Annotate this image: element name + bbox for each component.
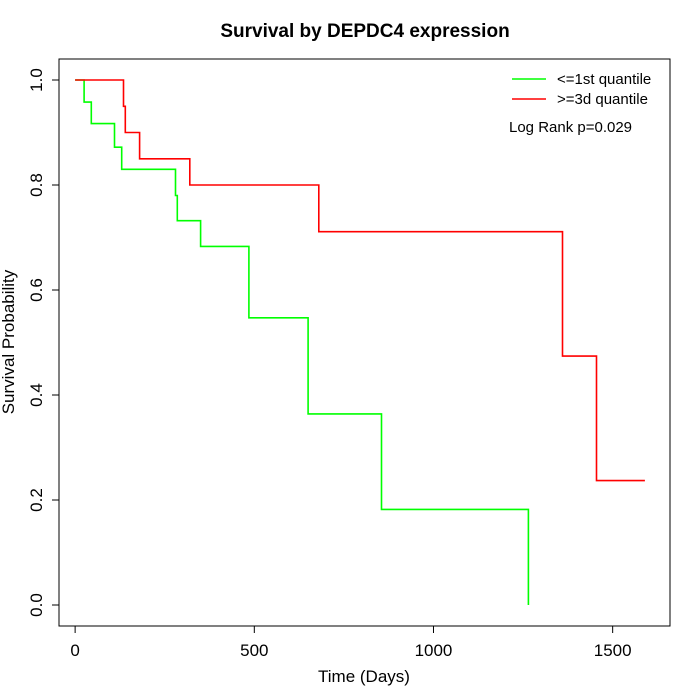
survival-curves (75, 79, 645, 605)
x-tick-label: 0 (70, 641, 79, 660)
y-tick-label: 0.4 (27, 383, 46, 407)
log-rank-annotation: Log Rank p=0.029 (509, 119, 632, 136)
y-tick-label: 0.6 (27, 278, 46, 302)
y-axis-label: Survival Probability (0, 269, 18, 414)
y-axis: 0.0 0.2 0.4 0.6 0.8 1.0 (27, 68, 60, 617)
legend-label: >=3d quantile (557, 91, 648, 108)
y-tick-label: 0.8 (27, 173, 46, 197)
x-tick-label: 1000 (415, 641, 453, 660)
legend: <=1st quantile >=3d quantile (512, 71, 651, 108)
y-tick-label: 0.2 (27, 488, 46, 512)
x-axis-label: Time (Days) (318, 667, 410, 686)
chart-title: Survival by DEPDC4 expression (220, 21, 509, 42)
x-tick-label: 1500 (594, 641, 632, 660)
x-tick-label: 500 (240, 641, 268, 660)
survival-curve-2 (75, 79, 645, 482)
survival-curve-1 (75, 79, 530, 605)
y-tick-label: 1.0 (27, 68, 46, 92)
plot-frame (58, 58, 671, 627)
y-tick-label: 0.0 (27, 593, 46, 617)
legend-label: <=1st quantile (557, 71, 651, 88)
x-axis: 0 500 1000 1500 (70, 625, 632, 660)
